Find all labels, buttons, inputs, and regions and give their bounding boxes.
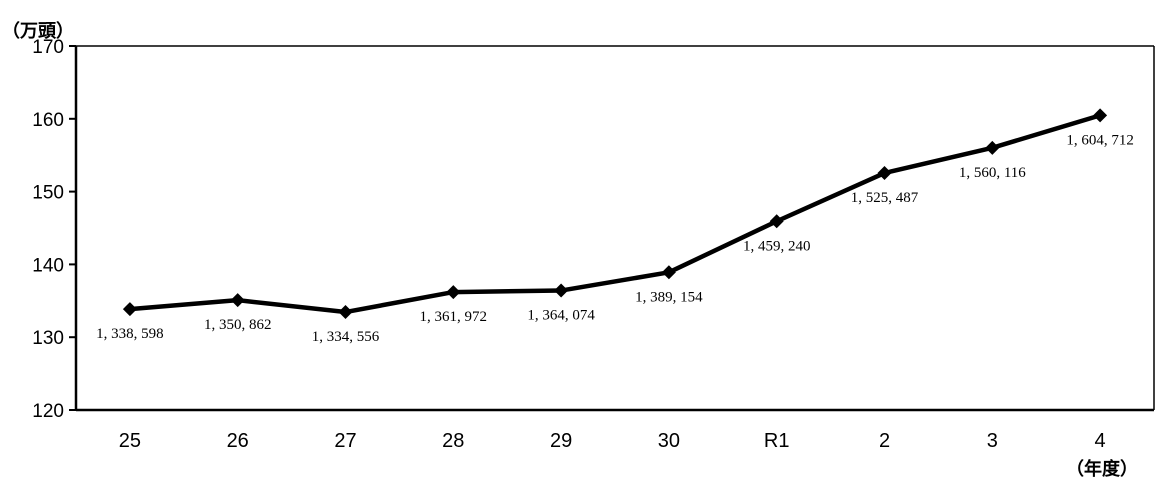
x-tick-label: 26: [227, 430, 249, 452]
x-unit-label: （年度）: [1066, 458, 1138, 479]
data-point-marker: [985, 140, 1000, 155]
series-line: [129, 113, 1101, 315]
data-label: 1, 364, 074: [527, 308, 595, 324]
x-tick-label: R1: [764, 430, 790, 452]
y-tick-label: 170: [32, 37, 64, 58]
x-tick-label: 25: [119, 430, 141, 452]
x-tick-label: 3: [987, 430, 998, 452]
data-label: 1, 459, 240: [743, 238, 811, 254]
data-label: 1, 350, 862: [204, 317, 272, 333]
y-tick-label: 120: [32, 401, 64, 422]
x-tick-label: 30: [658, 430, 680, 452]
y-tick-label: 140: [32, 255, 64, 276]
data-point-marker: [446, 285, 461, 300]
data-point-marker: [661, 265, 676, 280]
data-series: [122, 108, 1108, 320]
data-point-marker: [230, 293, 245, 308]
data-label: 1, 389, 154: [635, 289, 703, 305]
data-label: 1, 338, 598: [96, 326, 164, 342]
x-tick-label: 2: [879, 430, 890, 452]
data-point-marker: [877, 166, 892, 181]
y-unit-label: （万頭）: [2, 21, 74, 42]
x-tick-label: 28: [442, 430, 464, 452]
data-labels: 1, 338, 598 1, 350, 862 1, 334, 556 1, 361,…: [96, 132, 1134, 345]
data-label: 1, 361, 972: [420, 309, 488, 325]
data-label: 1, 525, 487: [851, 190, 919, 206]
x-ticks: 25 26 27 28 29 30 R1 2 3 4: [119, 430, 1106, 452]
data-point-marker: [122, 302, 137, 317]
data-label: 1, 334, 556: [312, 329, 380, 345]
x-tick-label: 4: [1095, 430, 1106, 452]
data-point-marker: [338, 305, 353, 320]
y-tick-label: 150: [32, 183, 64, 204]
x-tick-label: 29: [550, 430, 572, 452]
x-tick-label: 27: [334, 430, 356, 452]
y-ticks: 120 130 140 150 160 170: [32, 37, 76, 422]
data-point-marker: [769, 214, 784, 229]
data-label: 1, 604, 712: [1066, 132, 1134, 148]
y-tick-label: 130: [32, 328, 64, 349]
data-label: 1, 560, 116: [959, 165, 1026, 181]
data-point-marker: [1093, 108, 1108, 123]
y-tick-label: 160: [32, 110, 64, 131]
data-point-marker: [554, 283, 569, 298]
